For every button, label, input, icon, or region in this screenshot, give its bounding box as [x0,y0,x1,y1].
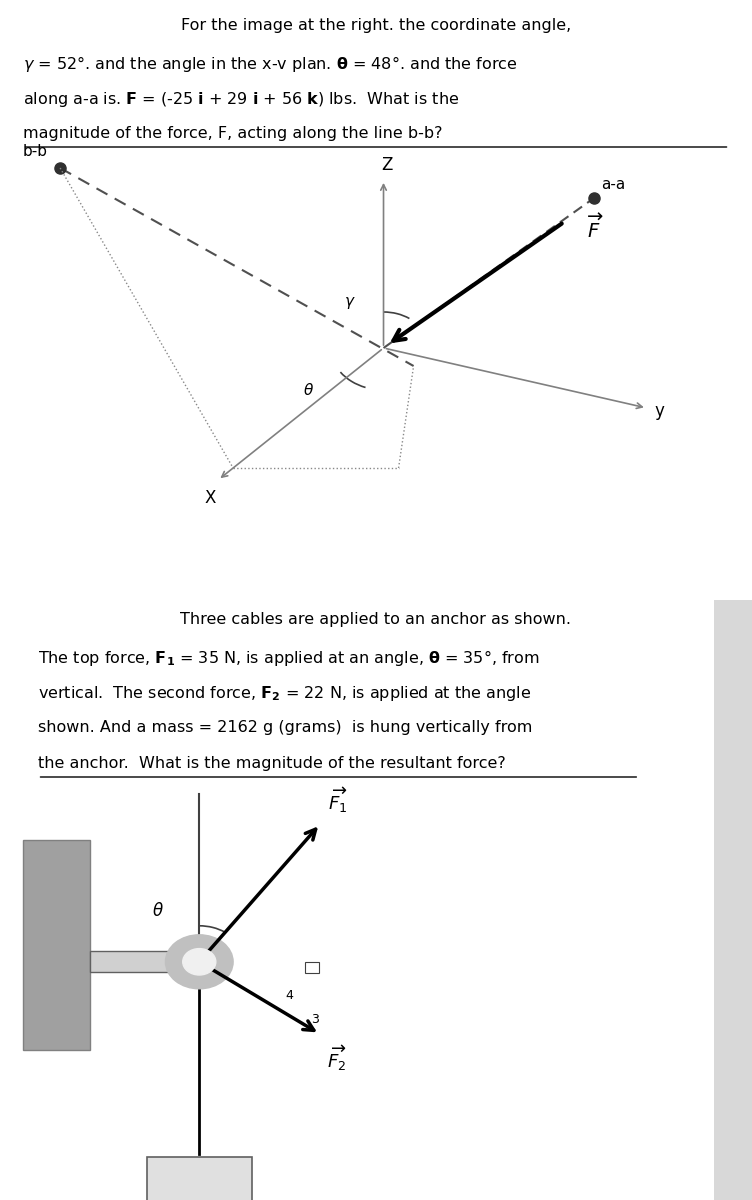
Bar [23,840,90,1050]
Bar [147,1157,252,1200]
Text: $\gamma$ = 52°. and the angle in the x-v plan. $\bf{\theta}$ = 48°. and the forc: $\gamma$ = 52°. and the angle in the x-v… [23,54,517,74]
Bar [305,962,319,972]
Text: magnitude of the force, F, acting along the line b-b?: magnitude of the force, F, acting along … [23,126,442,140]
Text: $\overrightarrow{F_1}$: $\overrightarrow{F_1}$ [328,785,347,815]
Text: 3: 3 [311,1013,319,1026]
Text: Three cables are applied to an anchor as shown.: Three cables are applied to an anchor as… [180,612,572,626]
Text: shown. And a mass = 2162 g (grams)  is hung vertically from: shown. And a mass = 2162 g (grams) is hu… [38,720,532,734]
Text: $\gamma$: $\gamma$ [344,295,356,311]
Text: The top force, $\mathbf{F_1}$ = 35 N, is applied at an angle, $\mathbf{\theta}$ : The top force, $\mathbf{F_1}$ = 35 N, is… [38,648,539,668]
Text: Z: Z [381,156,393,174]
Text: X: X [205,490,217,506]
Text: $\theta$: $\theta$ [152,902,164,919]
Bar [90,950,196,972]
Text: b-b: b-b [23,144,47,158]
Circle shape [165,935,233,989]
Text: 4: 4 [286,989,293,1002]
Text: y: y [654,402,664,420]
Text: $\theta$: $\theta$ [303,382,314,398]
Bar [714,600,752,1200]
Text: $\overrightarrow{F}$: $\overrightarrow{F}$ [587,214,603,242]
Text: vertical.  The second force, $\mathbf{F_2}$ = 22 N, is applied at the angle: vertical. The second force, $\mathbf{F_2… [38,684,531,703]
Circle shape [183,948,216,974]
Text: along a-a is. $\bf{F}$ = (-25 $\bf{i}$ + 29 $\bf{i}$ + 56 $\bf{k}$) lbs.  What i: along a-a is. $\bf{F}$ = (-25 $\bf{i}$ +… [23,90,459,109]
Text: $\overrightarrow{F_2}$: $\overrightarrow{F_2}$ [327,1043,347,1073]
Text: For the image at the right. the coordinate angle,: For the image at the right. the coordina… [181,18,571,32]
Text: the anchor.  What is the magnitude of the resultant force?: the anchor. What is the magnitude of the… [38,756,505,770]
Text: a-a: a-a [602,176,626,192]
